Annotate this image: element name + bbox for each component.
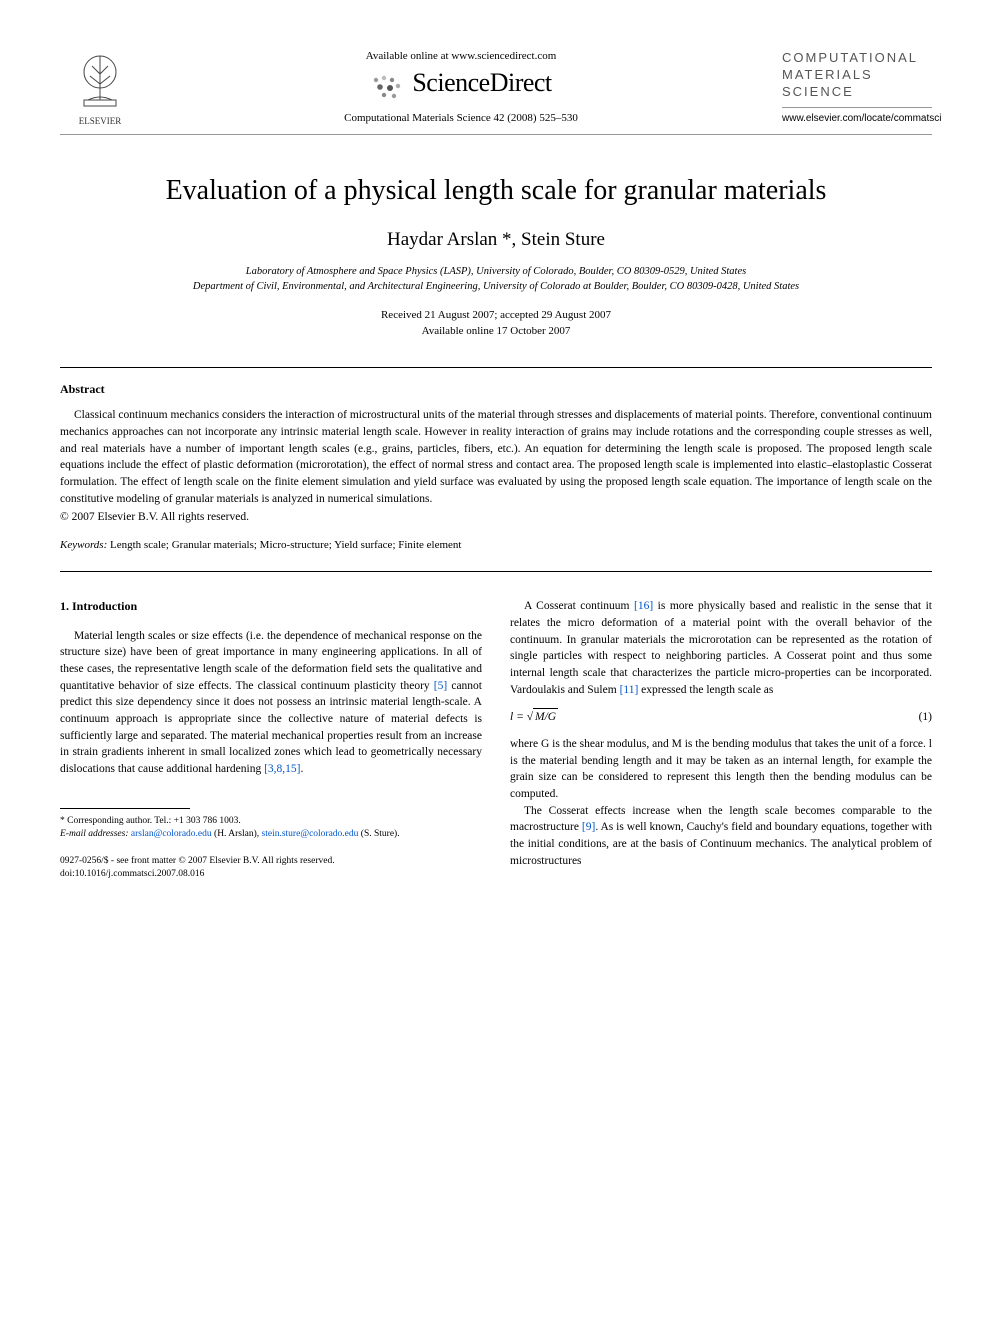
journal-title-box: COMPUTATIONAL MATERIALS SCIENCE www.else… (782, 50, 932, 125)
affiliations: Laboratory of Atmosphere and Space Physi… (60, 265, 932, 294)
available-online-text: Available online at www.sciencedirect.co… (140, 50, 782, 62)
publisher-logo: ELSEVIER (60, 50, 140, 126)
body-columns: 1. Introduction Material length scales o… (60, 598, 932, 880)
ref-link-11[interactable]: [11] (620, 684, 639, 696)
issn-line: 0927-0256/$ - see front matter © 2007 El… (60, 855, 482, 867)
equation-1: l = √M/G (1) (510, 708, 932, 726)
right-column: A Cosserat continuum [16] is more physic… (510, 598, 932, 880)
journal-title-line2: MATERIALS (782, 67, 932, 84)
intro-heading: 1. Introduction (60, 598, 482, 615)
affiliation-1: Laboratory of Atmosphere and Space Physi… (60, 265, 932, 280)
intro-paragraph-2: A Cosserat continuum [16] is more physic… (510, 598, 932, 698)
abstract-copyright: © 2007 Elsevier B.V. All rights reserved… (60, 511, 932, 523)
dates: Received 21 August 2007; accepted 29 Aug… (60, 308, 932, 339)
intro-paragraph-4: The Cosserat effects increase when the l… (510, 803, 932, 870)
keywords-label: Keywords: (60, 539, 107, 551)
journal-title-line1: COMPUTATIONAL (782, 50, 932, 67)
journal-url: www.elsevier.com/locate/commatsci (782, 112, 932, 125)
corresponding-author: * Corresponding author. Tel.: +1 303 786… (60, 815, 482, 828)
keywords-text: Length scale; Granular materials; Micro-… (107, 539, 461, 551)
ref-link-3-8-15[interactable]: [3,8,15] (264, 763, 300, 775)
received-date: Received 21 August 2007; accepted 29 Aug… (60, 308, 932, 323)
equation-1-body: l = √M/G (510, 708, 558, 726)
platform-name: ScienceDirect (412, 68, 551, 97)
footnote-block: * Corresponding author. Tel.: +1 303 786… (60, 815, 482, 842)
available-date: Available online 17 October 2007 (60, 324, 932, 339)
journal-title-line3: SCIENCE (782, 84, 932, 101)
email-2[interactable]: stein.sture@colorado.edu (262, 829, 359, 839)
ref-link-5[interactable]: [5] (434, 680, 447, 692)
left-column: 1. Introduction Material length scales o… (60, 598, 482, 880)
sciencedirect-dots-icon (370, 74, 404, 100)
intro-paragraph-1: Material length scales or size effects (… (60, 628, 482, 778)
equation-1-number: (1) (919, 709, 932, 726)
ref-link-16[interactable]: [16] (634, 600, 653, 612)
authors: Haydar Arslan *, Stein Sture (60, 229, 932, 251)
abstract-heading: Abstract (60, 382, 932, 397)
elsevier-tree-icon (70, 50, 130, 110)
center-header: Available online at www.sciencedirect.co… (140, 50, 782, 124)
intro-paragraph-3: where G is the shear modulus, and M is t… (510, 736, 932, 803)
doi-line: doi:10.1016/j.commatsci.2007.08.016 (60, 868, 482, 880)
header-divider (60, 134, 932, 135)
email-line: E-mail addresses: arslan@colorado.edu (H… (60, 828, 482, 841)
email-label: E-mail addresses: (60, 829, 129, 839)
publisher-name: ELSEVIER (60, 116, 140, 126)
page-header: ELSEVIER Available online at www.science… (60, 50, 932, 126)
email-1[interactable]: arslan@colorado.edu (131, 829, 212, 839)
affiliation-2: Department of Civil, Environmental, and … (60, 280, 932, 295)
abstract-text: Classical continuum mechanics considers … (60, 407, 932, 507)
footnote-divider (60, 808, 190, 809)
ref-link-9[interactable]: [9] (582, 821, 595, 833)
paper-title: Evaluation of a physical length scale fo… (60, 175, 932, 207)
platform-logo: ScienceDirect (140, 68, 782, 100)
abstract-bottom-divider (60, 571, 932, 572)
abstract-top-divider (60, 367, 932, 368)
keywords: Keywords: Length scale; Granular materia… (60, 539, 932, 551)
bottom-meta: 0927-0256/$ - see front matter © 2007 El… (60, 855, 482, 880)
citation: Computational Materials Science 42 (2008… (140, 112, 782, 124)
